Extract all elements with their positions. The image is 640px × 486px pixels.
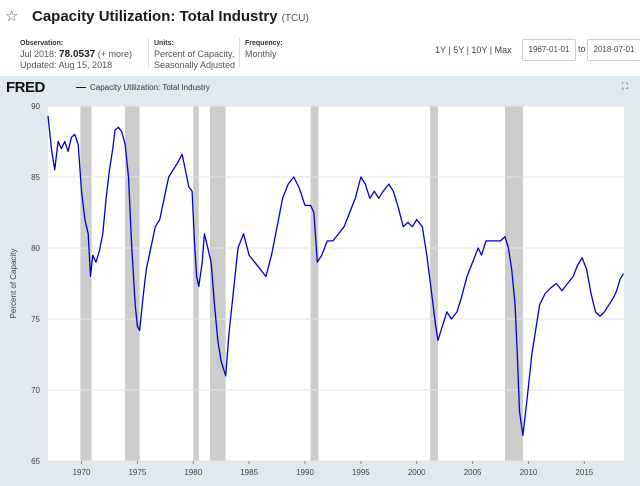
range-max-button[interactable]: Max bbox=[494, 45, 512, 55]
observation-value: 78.0537 bbox=[59, 49, 96, 60]
x-tick-label: 1975 bbox=[128, 468, 146, 477]
observation-label: Observation: bbox=[20, 40, 64, 47]
x-tick-label: 2015 bbox=[575, 468, 593, 477]
divider bbox=[148, 38, 149, 68]
legend-label: Capacity Utilization: Total Industry bbox=[90, 83, 210, 92]
x-tick-label: 1990 bbox=[296, 468, 314, 477]
series-title: Capacity Utilization: Total Industry (TCU… bbox=[32, 8, 309, 25]
recession-band bbox=[193, 106, 199, 461]
frequency-value: Monthly bbox=[245, 49, 277, 59]
x-tick-label: 1995 bbox=[352, 468, 370, 477]
y-tick-label: 70 bbox=[31, 386, 40, 395]
units-line-2: Seasonally Adjusted bbox=[154, 60, 236, 70]
recession-band bbox=[430, 106, 438, 461]
x-tick-label: 2010 bbox=[520, 468, 538, 477]
frequency-block: Frequency: Monthly bbox=[245, 38, 283, 60]
series-title-text: Capacity Utilization: Total Industry bbox=[32, 8, 278, 25]
end-date-input[interactable]: 2018-07-01 bbox=[587, 39, 640, 61]
units-label: Units: bbox=[154, 40, 174, 47]
x-tick-label: 2000 bbox=[408, 468, 426, 477]
start-date-input[interactable]: 1967-01-01 bbox=[522, 39, 576, 61]
y-tick-label: 75 bbox=[31, 315, 40, 324]
y-tick-label: 80 bbox=[31, 244, 40, 253]
recession-band bbox=[505, 106, 523, 461]
expand-icon[interactable]: ⛶ bbox=[621, 81, 628, 91]
recession-band bbox=[210, 106, 226, 461]
y-tick-label: 85 bbox=[31, 173, 40, 182]
range-10y-button[interactable]: 10Y bbox=[471, 45, 488, 55]
range-5y-button[interactable]: 5Y bbox=[453, 45, 465, 55]
y-axis-label: Percent of Capacity bbox=[9, 249, 18, 319]
recession-band bbox=[310, 106, 319, 461]
chart-svg: 65 70 75 80 85 90 1970 1975 1980 1985 1990 1995 2000… bbox=[9, 102, 624, 477]
units-line-1: Percent of Capacity, bbox=[154, 49, 235, 59]
chart-legend: Capacity Utilization: Total Industry bbox=[76, 83, 210, 92]
x-tick-label: 1980 bbox=[184, 468, 202, 477]
recession-band bbox=[80, 106, 92, 461]
y-tick-label: 65 bbox=[31, 457, 40, 466]
x-tick-label: 1970 bbox=[73, 468, 91, 477]
date-to-label: to bbox=[578, 44, 586, 54]
frequency-label: Frequency: bbox=[245, 40, 283, 47]
star-outline-icon[interactable]: ☆ bbox=[5, 8, 19, 25]
updated-date: Updated: Aug 15, 2018 bbox=[20, 60, 113, 70]
more-observations-link[interactable]: (+ more) bbox=[97, 49, 132, 59]
x-tick-label: 1985 bbox=[240, 468, 258, 477]
fred-logo: FRED bbox=[6, 79, 45, 96]
chart-panel: 65 70 75 80 85 90 1970 1975 1980 1985 1990 1995 2000… bbox=[0, 76, 640, 486]
y-tick-label: 90 bbox=[31, 102, 40, 111]
units-block: Units: Percent of Capacity, Seasonally A… bbox=[154, 38, 235, 71]
range-selector: 1Y | 5Y | 10Y | Max bbox=[435, 45, 512, 55]
series-id: (TCU) bbox=[281, 13, 309, 24]
observation-period: Jul 2018: bbox=[20, 49, 57, 59]
x-tick-label: 2005 bbox=[464, 468, 482, 477]
legend-swatch bbox=[76, 87, 86, 89]
range-1y-button[interactable]: 1Y bbox=[435, 45, 446, 55]
observation-block: Observation: Jul 2018: 78.0537 (+ more) … bbox=[20, 38, 132, 71]
title-row: ☆ Capacity Utilization: Total Industry (T… bbox=[0, 0, 640, 34]
divider bbox=[239, 38, 240, 68]
